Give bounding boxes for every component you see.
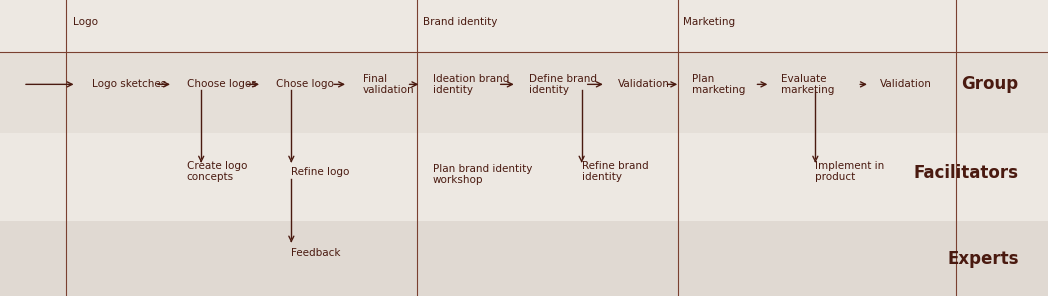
- Text: Facilitators: Facilitators: [914, 164, 1019, 182]
- Text: Plan brand identity
workshop: Plan brand identity workshop: [433, 164, 532, 185]
- Text: Group: Group: [961, 75, 1019, 93]
- Text: Final
validation: Final validation: [363, 74, 414, 95]
- Text: Evaluate
marketing: Evaluate marketing: [781, 74, 834, 95]
- Text: Refine logo: Refine logo: [291, 167, 350, 177]
- Text: Choose logos: Choose logos: [187, 79, 257, 89]
- Text: Logo sketches: Logo sketches: [92, 79, 167, 89]
- Bar: [0, 133, 1048, 221]
- Text: Feedback: Feedback: [291, 248, 341, 258]
- Bar: [0, 0, 1048, 52]
- Text: Implement in
product: Implement in product: [815, 161, 885, 182]
- Text: Validation: Validation: [880, 79, 932, 89]
- Bar: [0, 221, 1048, 296]
- Text: Marketing: Marketing: [683, 17, 736, 27]
- Text: Refine brand
identity: Refine brand identity: [582, 161, 649, 182]
- Text: Ideation brand
identity: Ideation brand identity: [433, 74, 509, 95]
- Bar: [0, 52, 1048, 133]
- Text: Define brand
identity: Define brand identity: [529, 74, 597, 95]
- Text: Logo: Logo: [73, 17, 99, 27]
- Text: Experts: Experts: [947, 250, 1019, 268]
- Text: Validation: Validation: [618, 79, 670, 89]
- Text: Plan
marketing: Plan marketing: [692, 74, 745, 95]
- Text: Create logo
concepts: Create logo concepts: [187, 161, 247, 182]
- Text: Chose logo: Chose logo: [276, 79, 333, 89]
- Text: Brand identity: Brand identity: [423, 17, 498, 27]
